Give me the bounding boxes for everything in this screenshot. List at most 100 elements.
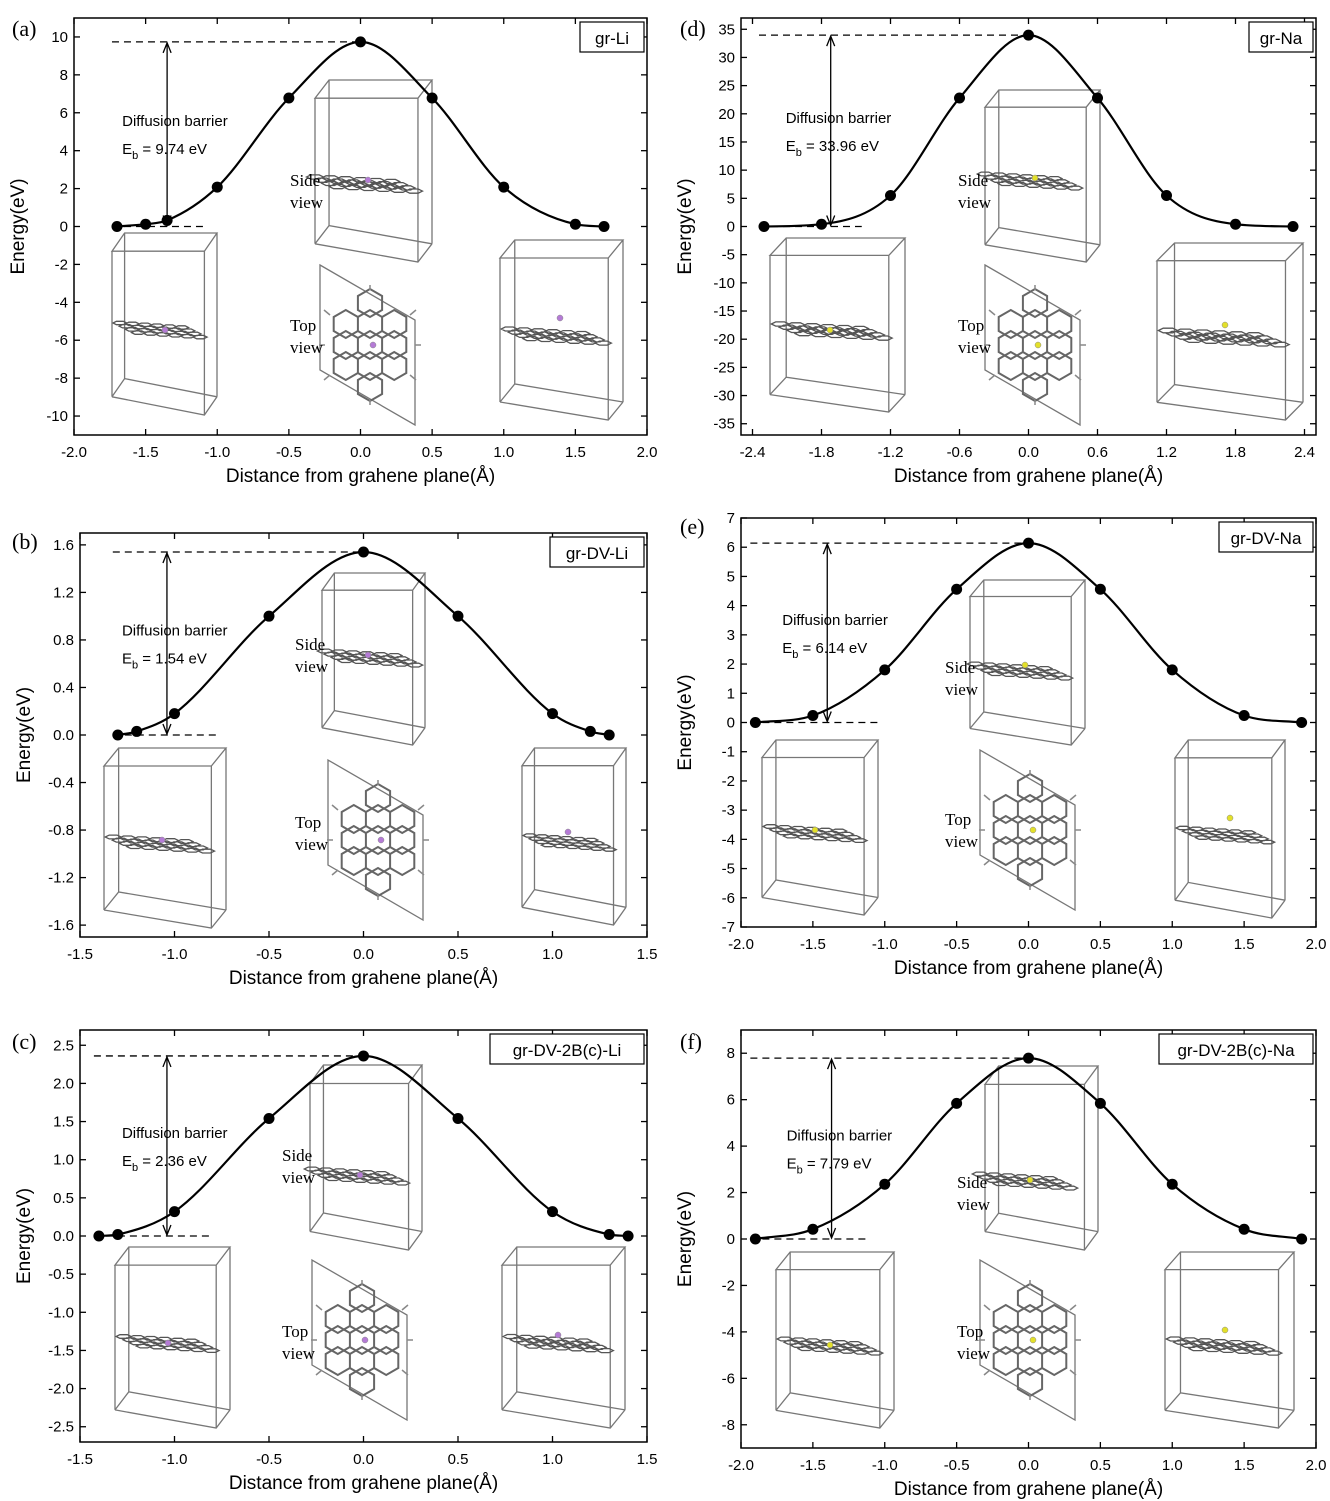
- x-tick-label: 1.0: [1162, 936, 1183, 953]
- side-view-label: Side: [290, 171, 320, 190]
- x-tick-label: -0.5: [256, 946, 282, 963]
- data-point: [498, 182, 509, 193]
- adatom: [827, 327, 833, 333]
- data-point: [112, 1229, 123, 1240]
- y-axis-label: Energy(eV): [14, 687, 35, 783]
- x-axis-label: Distance from grahene plane(Å): [226, 466, 495, 487]
- adatom: [1032, 175, 1038, 181]
- adatom: [1022, 662, 1028, 668]
- panel-label: (b): [12, 529, 38, 554]
- y-tick-label: -1.2: [48, 870, 74, 887]
- adatom: [827, 1342, 833, 1348]
- simulation-cell: [985, 1066, 1098, 1250]
- data-point: [1092, 93, 1103, 104]
- y-tick-label: 10: [718, 162, 735, 179]
- x-tick-label: -1.5: [800, 1457, 826, 1474]
- y-tick-label: 5: [727, 190, 735, 207]
- structure-insets: Side view Top view: [112, 80, 623, 425]
- chart-panel-a: -2.0 -1.5 -1.0 -0.5 0.0 0.5 1.0 1.5 2.0-10-8-6-4…: [8, 16, 657, 487]
- x-tick-label: -0.5: [944, 936, 970, 953]
- top-view-label: view: [295, 835, 329, 854]
- x-tick-label: -1.5: [800, 936, 826, 953]
- panel-label: (e): [680, 514, 704, 539]
- y-tick-label: -5: [722, 861, 735, 878]
- x-tick-label: 0.0: [1018, 936, 1039, 953]
- panel-label: (d): [680, 16, 706, 41]
- y-tick-label: -5: [722, 247, 735, 264]
- x-tick-label: 0.0: [1018, 444, 1039, 461]
- x-axis-label: Distance from grahene plane(Å): [229, 968, 498, 989]
- side-view-label: view: [290, 193, 324, 212]
- x-tick-label: 0.5: [448, 1451, 469, 1468]
- y-tick-label: -30: [713, 388, 735, 405]
- x-tick-label: -1.0: [872, 936, 898, 953]
- data-point: [954, 93, 965, 104]
- data-point: [951, 1098, 962, 1109]
- side-view-label: view: [282, 1168, 316, 1187]
- x-tick-label: 1.0: [542, 946, 563, 963]
- x-tick-label: 1.5: [637, 1451, 658, 1468]
- x-tick-label: 1.8: [1225, 444, 1246, 461]
- y-tick-label: 20: [718, 106, 735, 123]
- y-tick-label: 0: [727, 1231, 735, 1248]
- y-tick-label: 4: [60, 143, 68, 160]
- data-point: [1167, 1179, 1178, 1190]
- data-point: [427, 92, 438, 103]
- y-tick-label: 0.4: [53, 679, 74, 696]
- y-tick-label: -2: [722, 773, 735, 790]
- structure-insets: Side view Top view: [762, 580, 1285, 918]
- top-view-label: view: [958, 338, 992, 357]
- barrier-value: Eb = 1.54 eV: [122, 651, 207, 672]
- adatom-top: [1035, 342, 1041, 348]
- top-view-label: view: [290, 338, 324, 357]
- data-point: [1296, 1234, 1307, 1245]
- y-tick-label: 3: [727, 627, 735, 644]
- structure-insets: Side view Top view: [776, 1066, 1294, 1428]
- x-tick-label: -0.5: [256, 1451, 282, 1468]
- graphene-slab-side: [972, 1172, 1077, 1190]
- adatom: [1222, 1327, 1228, 1333]
- adatom: [555, 1332, 561, 1338]
- barrier-label: Diffusion barrier: [122, 1125, 228, 1142]
- graphene-slab: [113, 321, 207, 339]
- x-tick-label: -1.2: [878, 444, 904, 461]
- x-tick-label: -1.0: [162, 946, 188, 963]
- graphene-slab: [1176, 826, 1275, 844]
- legend-entry: gr-DV-Li: [566, 544, 628, 563]
- data-point: [885, 190, 896, 201]
- x-tick-label: 0.0: [353, 946, 374, 963]
- y-tick-label: 6: [60, 105, 68, 122]
- x-tick-label: -2.0: [728, 1457, 754, 1474]
- y-tick-label: 2: [60, 181, 68, 198]
- data-point: [585, 726, 596, 737]
- data-point: [1288, 221, 1299, 232]
- x-tick-label: -0.5: [944, 1457, 970, 1474]
- graphene-slab: [501, 327, 611, 345]
- y-tick-label: -20: [713, 331, 735, 348]
- panel-label: (f): [680, 1029, 702, 1054]
- data-point: [879, 1179, 890, 1190]
- y-tick-label: 10: [51, 29, 68, 46]
- y-tick-label: 2.0: [53, 1075, 74, 1092]
- data-point: [1167, 664, 1178, 675]
- barrier-label: Diffusion barrier: [122, 623, 228, 640]
- x-tick-label: -1.5: [133, 444, 159, 461]
- legend: gr-Li: [580, 22, 644, 52]
- side-view-label: Side: [282, 1146, 312, 1165]
- barrier-label: Diffusion barrier: [122, 113, 228, 130]
- legend-entry: gr-DV-Na: [1231, 529, 1302, 548]
- y-tick-label: 8: [727, 1045, 735, 1062]
- adatom: [1222, 322, 1228, 328]
- chart-panel-e: -2.0 -1.5 -1.0 -0.5 0.0 0.5 1.0 1.5 2.0-7-6-5-4-…: [675, 510, 1326, 979]
- energy-curve: [764, 35, 1293, 226]
- data-point: [623, 1231, 634, 1242]
- graphene-slab-side: [967, 662, 1072, 680]
- y-tick-label: 2.5: [53, 1037, 74, 1054]
- x-tick-label: 1.0: [542, 1451, 563, 1468]
- adatom: [565, 829, 571, 835]
- y-tick-label: 0.5: [53, 1190, 74, 1207]
- adatom: [812, 827, 818, 833]
- y-tick-label: 1.5: [53, 1114, 74, 1131]
- y-tick-label: 1: [727, 685, 735, 702]
